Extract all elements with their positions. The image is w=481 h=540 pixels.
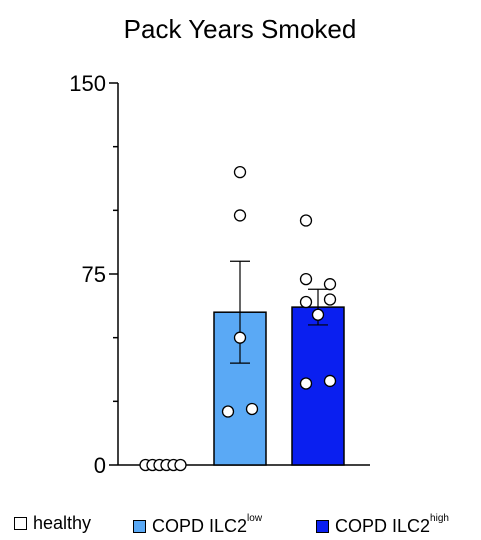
data-point-copd-ilc2-low: [245, 402, 259, 416]
legend-swatch-copd-ilc2-low: [133, 520, 146, 533]
legend-item-copd-ilc2-low: COPD ILC2low: [133, 513, 262, 537]
data-point-copd-ilc2-low: [233, 165, 247, 179]
data-point-copd-ilc2-high: [299, 214, 313, 227]
y-tick-label: 0: [94, 453, 106, 478]
legend-item-healthy: healthy: [14, 513, 91, 534]
data-point-copd-ilc2-high: [323, 278, 337, 291]
bar-chart: Pack Years Smoked 0 75 150: [69, 14, 370, 478]
legend-item-copd-ilc2-high: COPD ILC2high: [316, 513, 449, 537]
legend-sup-low: low: [247, 513, 263, 524]
data-point-copd-ilc2-high: [299, 377, 313, 390]
data-point-copd-ilc2-high: [311, 308, 325, 321]
data-point-copd-ilc2-high: [299, 272, 313, 286]
legend-label-copd-ilc2-low: COPD ILC2: [152, 516, 248, 536]
legend-swatch-copd-ilc2-high: [316, 520, 329, 533]
legend: healthy COPD ILC2low COPD ILC2high: [0, 505, 481, 540]
legend-sup-high: high: [430, 513, 449, 524]
data-point-copd-ilc2-high: [299, 295, 313, 309]
legend-swatch-healthy: [14, 517, 27, 530]
data-point-copd-ilc2-low: [221, 405, 235, 418]
data-point-copd-ilc2-high: [323, 374, 337, 388]
chart-title: Pack Years Smoked: [124, 14, 357, 44]
y-tick-label: 75: [82, 262, 106, 287]
legend-label-healthy: healthy: [33, 513, 92, 533]
y-tick-label: 150: [69, 71, 106, 96]
data-point-copd-ilc2-low: [233, 209, 247, 222]
data-point-copd-ilc2-high: [323, 293, 337, 306]
legend-label-copd-ilc2-high: COPD ILC2: [335, 516, 431, 536]
data-point-healthy: [174, 458, 187, 472]
bar-copd-ilc2-high: [291, 306, 345, 466]
data-point-copd-ilc2-low: [233, 331, 247, 344]
